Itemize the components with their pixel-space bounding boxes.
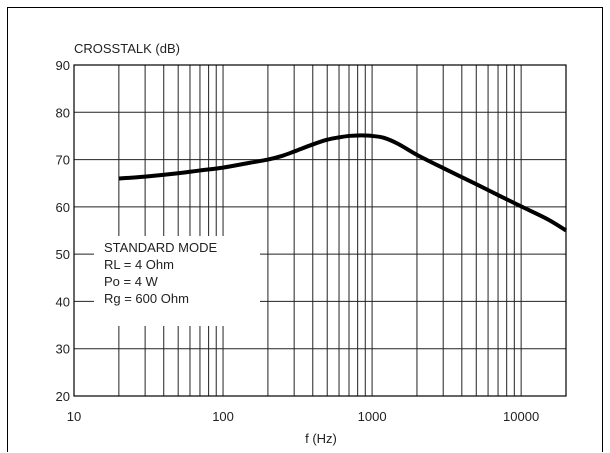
series-group — [118, 133, 568, 233]
annotation-line: Po = 4 W — [104, 274, 159, 289]
y-tick-label: 60 — [56, 200, 70, 215]
y-tick-label: 20 — [56, 389, 70, 404]
y-tick-labels: 20 30 40 50 60 70 80 90 — [56, 58, 70, 404]
annotation-line: RL = 4 Ohm — [104, 257, 174, 272]
x-tick-label: 1000 — [358, 409, 387, 424]
x-tick-labels: 10 100 1000 10000 — [67, 409, 539, 424]
y-tick-label: 80 — [56, 105, 70, 120]
annotation-box: STANDARD MODE RL = 4 Ohm Po = 4 W Rg = 600 … — [104, 240, 217, 306]
y-tick-label: 90 — [56, 58, 70, 73]
chart-figure: STANDARD MODE RL = 4 Ohm Po = 4 W Rg = 600 … — [7, 7, 603, 452]
crosstalk-chart: STANDARD MODE RL = 4 Ohm Po = 4 W Rg = 600 … — [56, 41, 568, 446]
x-tick-label: 10000 — [503, 409, 539, 424]
y-tick-label: 30 — [56, 342, 70, 357]
x-axis-title: f (Hz) — [305, 431, 337, 446]
y-tick-label: 70 — [56, 153, 70, 168]
y-axis-title: CROSSTALK (dB) — [74, 41, 180, 56]
annotation-line: Rg = 600 Ohm — [104, 291, 189, 306]
series-line — [118, 133, 568, 233]
annotation-line: STANDARD MODE — [104, 240, 217, 255]
x-tick-label: 100 — [212, 409, 234, 424]
plot-frame — [73, 64, 567, 397]
plot-border — [73, 64, 567, 397]
x-tick-label: 10 — [67, 409, 81, 424]
y-tick-label: 50 — [56, 247, 70, 262]
grid-lines — [73, 64, 567, 397]
y-tick-label: 40 — [56, 294, 70, 309]
